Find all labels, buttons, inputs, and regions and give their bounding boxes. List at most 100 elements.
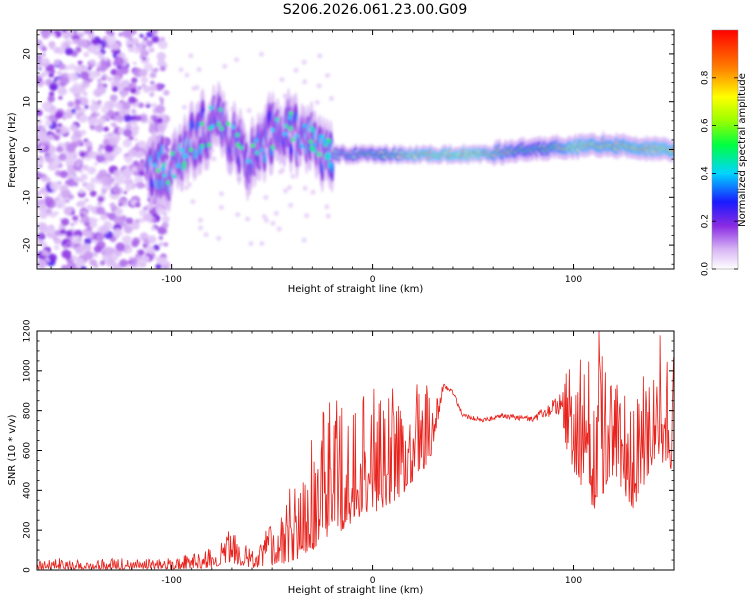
y-tick-label: 800 — [23, 402, 33, 419]
heatmap-cell — [53, 245, 60, 251]
heatmap-cell — [98, 169, 108, 178]
heatmap-cell — [48, 212, 53, 217]
heatmap-cell — [39, 81, 45, 86]
x-tick-label: -100 — [161, 275, 182, 285]
heatmap-cell — [158, 256, 168, 266]
heatmap-cell — [128, 36, 134, 41]
heatmap-cell — [123, 128, 133, 137]
heatmap-cell — [87, 233, 93, 238]
heatmap-cell — [152, 163, 157, 168]
heatmap-cell — [50, 153, 58, 160]
heatmap-cell — [172, 174, 177, 179]
heatmap-cell — [83, 83, 87, 87]
heatmap-cell — [37, 39, 43, 47]
heatmap-cell — [107, 132, 112, 136]
heatmap-cell — [79, 151, 86, 158]
heatmap-cell — [93, 245, 102, 253]
y-tick-label: 600 — [23, 442, 33, 459]
heatmap-cell — [95, 44, 102, 50]
heatmap-cell — [235, 142, 240, 148]
heatmap-cell — [90, 177, 98, 184]
heatmap-cell — [288, 202, 294, 208]
y-tick-label: -10 — [23, 190, 33, 205]
heatmap-cell — [37, 119, 42, 124]
heatmap-cell — [113, 170, 121, 177]
heatmap-cell — [97, 201, 103, 207]
heatmap-cell — [200, 143, 205, 149]
heatmap-cell — [53, 160, 60, 167]
heatmap-cell — [92, 252, 98, 258]
heatmap-cell — [111, 152, 117, 158]
heatmap-cell — [131, 166, 138, 172]
heatmap-cell — [38, 133, 49, 143]
heatmap-cell — [49, 45, 54, 50]
heatmap-cell — [121, 236, 128, 242]
heatmap-cell — [262, 152, 267, 164]
heatmap-cell — [246, 159, 251, 164]
heatmap-cell — [96, 67, 102, 72]
heatmap-cell — [55, 128, 61, 134]
heatmap-cell — [66, 178, 76, 187]
heatmap-cell — [44, 119, 53, 127]
heatmap-cell — [41, 249, 49, 256]
heatmap-cell — [206, 142, 211, 148]
heatmap-cell — [79, 142, 84, 147]
heatmap-cell — [128, 135, 134, 141]
heatmap-cell — [250, 143, 256, 148]
heatmap-cell — [140, 49, 149, 57]
heatmap-cell — [83, 251, 93, 261]
heatmap-cell — [61, 31, 71, 39]
heatmap-cell — [280, 167, 286, 173]
heatmap-cell — [37, 124, 43, 132]
heatmap-cell — [137, 86, 142, 90]
heatmap-cell — [87, 166, 96, 175]
heatmap-cell — [37, 64, 42, 70]
snr-series-line — [37, 331, 674, 570]
heatmap-cell — [136, 150, 145, 158]
heatmap-cell — [163, 265, 168, 269]
heatmap-cell — [203, 232, 209, 238]
heatmap-cell — [124, 155, 133, 164]
heatmap-cell — [56, 70, 63, 76]
heatmap-cell — [290, 137, 296, 143]
heatmap-cell — [103, 176, 114, 186]
heatmap-cell — [136, 181, 145, 189]
colorbar-ticks: 0.0 0.2 0.4 0.6 0.8 — [701, 70, 738, 276]
heatmap-cell — [139, 232, 149, 241]
heatmap-cell — [178, 67, 184, 73]
heatmap-cell — [104, 144, 114, 153]
heatmap-cell — [181, 165, 187, 170]
heatmap-cell — [96, 233, 105, 242]
heatmap-cell — [301, 59, 307, 65]
heatmap-cell — [156, 51, 166, 61]
heatmap-cell — [216, 122, 221, 127]
heatmap-cell — [73, 177, 80, 183]
y-tick-label: 0 — [23, 567, 33, 573]
heatmap-cell — [94, 162, 99, 166]
heatmap-cell — [219, 126, 224, 131]
heatmap-cell — [288, 111, 293, 116]
heatmap-cell — [270, 220, 276, 226]
heatmap-cell — [103, 246, 114, 256]
heatmap-cell — [175, 163, 181, 168]
heatmap-cell — [267, 110, 271, 122]
heatmap-cell — [326, 138, 332, 143]
heatmap-cell — [125, 123, 133, 130]
heatmap-cell — [84, 105, 89, 110]
heatmap-cell — [83, 30, 92, 35]
heatmap-cell — [289, 143, 293, 155]
heatmap-cell — [148, 247, 156, 254]
heatmap-cell — [41, 52, 46, 57]
heatmap-cell — [239, 145, 244, 150]
colorbar-frame — [711, 29, 739, 270]
heatmap-cell — [86, 225, 93, 232]
heatmap-cell — [290, 173, 296, 179]
heatmap-cell — [198, 225, 204, 231]
heatmap-cell — [208, 105, 213, 110]
heatmap-cell — [64, 47, 74, 56]
heatmap-cell — [97, 53, 105, 60]
heatmap-cell — [146, 101, 150, 105]
heatmap-cell — [41, 177, 47, 182]
heatmap-cell — [97, 150, 103, 156]
heatmap-ridge — [145, 80, 674, 213]
